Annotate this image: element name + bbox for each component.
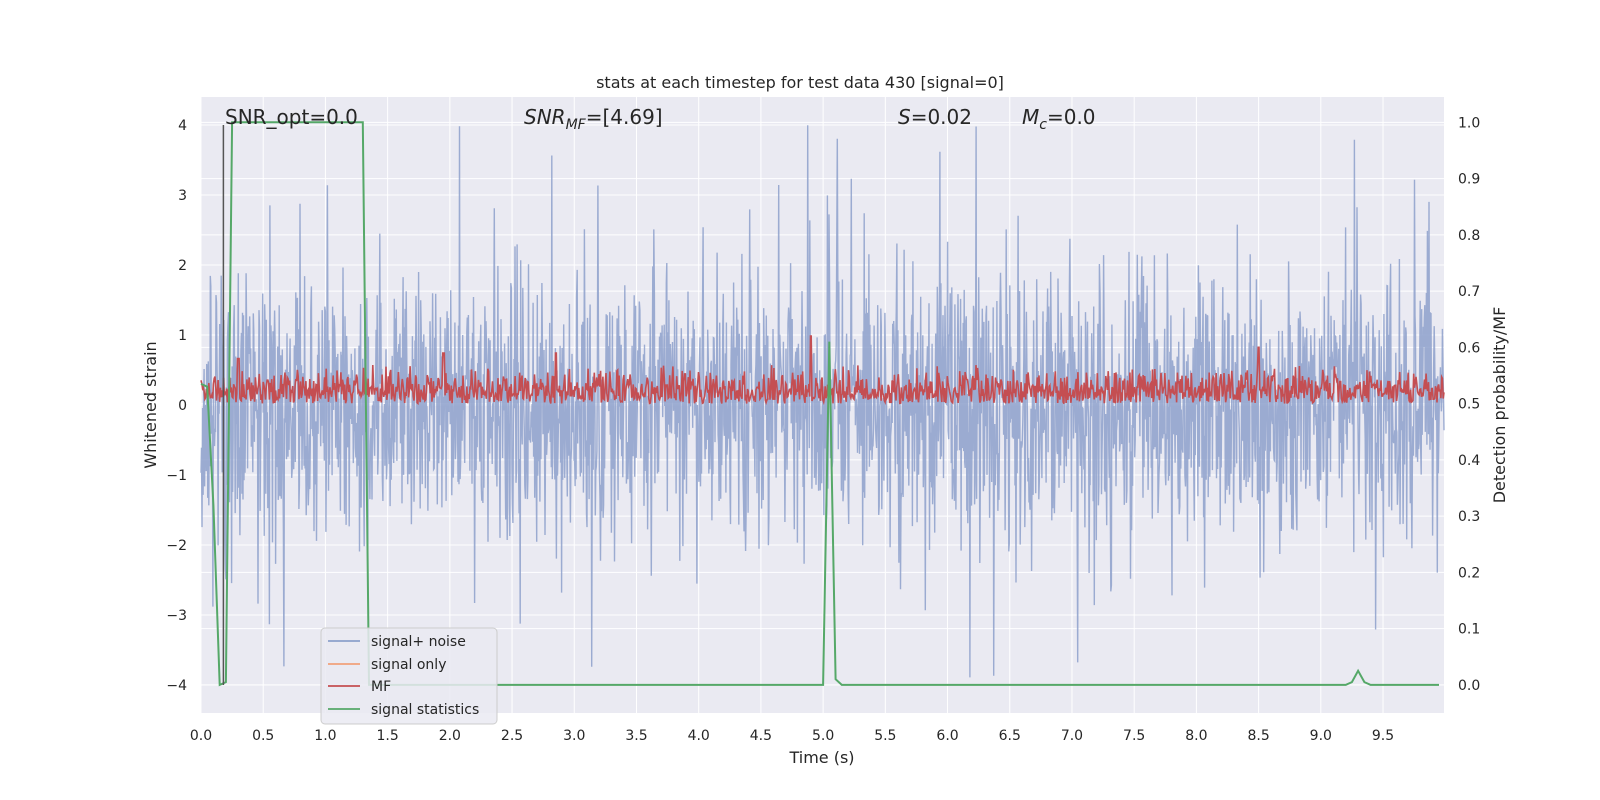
legend-label-noise: signal+ noise	[371, 634, 466, 650]
x-tick-labels: 0.0 0.5 1.0 1.5 2.0 2.5 3.0 3.5 4.0 4.5 5.0 5.5 6.0 6…	[190, 728, 1394, 744]
y-right-tick-label: 0.2	[1458, 565, 1480, 581]
y-right-tick-label: 0.3	[1458, 509, 1480, 525]
y-right-tick-label: 0.6	[1458, 340, 1480, 356]
x-tick-label: 9.0	[1310, 728, 1332, 744]
x-tick-label: 6.0	[936, 728, 958, 744]
y-left-tick-label: −4	[166, 678, 187, 694]
mc-annotation: Mc=0.0	[1022, 105, 1096, 133]
y-axis-label-left: Whitened strain	[141, 341, 160, 468]
y-right-tick-labels: 1.0 0.9 0.8 0.7 0.6 0.5 0.4 0.3 0.2 0.1 0.0	[1458, 115, 1480, 694]
y-left-tick-label: 4	[178, 118, 187, 134]
y-left-tick-label: −3	[166, 608, 187, 624]
y-left-tick-labels: 4 3 2 1 0 −1 −2 −3 −4	[166, 118, 187, 694]
x-tick-label: 1.0	[314, 728, 336, 744]
x-tick-label: 5.5	[874, 728, 896, 744]
y-left-tick-label: 3	[178, 188, 187, 204]
chart-title: stats at each timestep for test data 430…	[596, 73, 1004, 92]
y-right-tick-label: 0.1	[1458, 622, 1480, 638]
mf-line	[200, 335, 1445, 406]
x-tick-label: 5.0	[812, 728, 834, 744]
legend-label-signal-only: signal only	[371, 657, 446, 673]
x-tick-label: 1.5	[377, 728, 399, 744]
x-tick-label: 0.5	[252, 728, 274, 744]
x-tick-label: 8.0	[1185, 728, 1207, 744]
x-tick-label: 3.0	[563, 728, 585, 744]
legend-box	[320, 627, 498, 725]
y-left-tick-label: −2	[166, 538, 187, 554]
legend-label-mf: MF	[371, 679, 391, 695]
x-tick-label: 4.5	[750, 728, 772, 744]
y-right-tick-label: 0.4	[1458, 453, 1480, 469]
s-annotation: S=0.02	[898, 105, 972, 129]
legend: signal+ noise signal only MF signal stat…	[320, 627, 498, 725]
y-right-tick-label: 1.0	[1458, 115, 1480, 131]
y-left-tick-label: −1	[166, 468, 187, 484]
y-left-tick-label: 2	[178, 258, 187, 274]
y-right-tick-label: 0.7	[1458, 284, 1480, 300]
legend-label-statistics: signal statistics	[371, 702, 479, 718]
mf-series	[200, 335, 1445, 406]
x-axis-label: Time (s)	[788, 748, 854, 767]
y-axis-label-right: Detection probability/MF	[1490, 307, 1509, 504]
x-tick-label: 7.0	[1061, 728, 1083, 744]
x-tick-label: 3.5	[625, 728, 647, 744]
y-left-tick-label: 0	[178, 398, 187, 414]
x-tick-label: 6.5	[999, 728, 1021, 744]
y-right-tick-label: 0.9	[1458, 172, 1480, 188]
x-tick-label: 9.5	[1372, 728, 1394, 744]
x-tick-label: 8.5	[1247, 728, 1269, 744]
x-tick-label: 2.5	[501, 728, 523, 744]
x-tick-label: 0.0	[190, 728, 212, 744]
snr-mf-annotation: SNRMF=[4.69]	[524, 105, 663, 133]
y-right-tick-label: 0.8	[1458, 228, 1480, 244]
y-right-tick-label: 0.0	[1458, 678, 1480, 694]
y-right-tick-label: 0.5	[1458, 397, 1480, 413]
y-left-tick-label: 1	[178, 328, 187, 344]
x-tick-label: 7.5	[1123, 728, 1145, 744]
x-tick-label: 4.0	[688, 728, 710, 744]
snr-opt-annotation: SNR_opt=0.0	[225, 105, 358, 129]
x-tick-label: 2.0	[439, 728, 461, 744]
